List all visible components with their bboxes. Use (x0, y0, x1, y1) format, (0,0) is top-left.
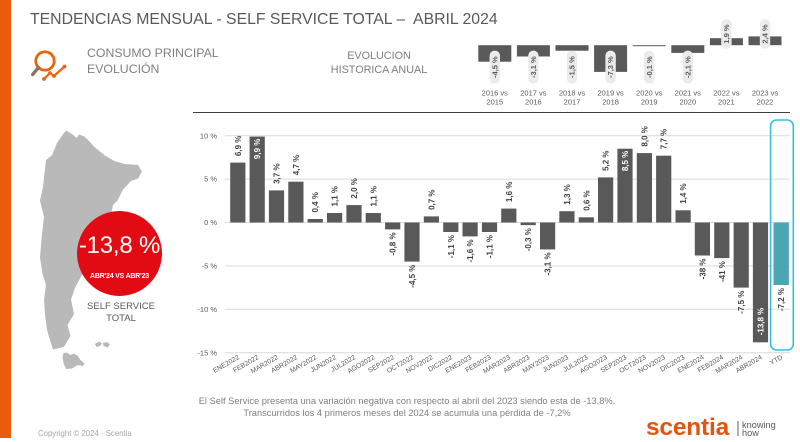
svg-text:-3,1 %: -3,1 % (544, 252, 553, 275)
svg-text:2,0 %: 2,0 % (350, 178, 359, 198)
svg-text:1,9 %: 1,9 % (722, 24, 731, 44)
svg-text:-13,8 %: -13,8 % (757, 308, 766, 336)
svg-text:-0,1 %: -0,1 % (645, 56, 654, 78)
svg-text:-0,8 %: -0,8 % (389, 232, 398, 255)
svg-text:2022: 2022 (757, 98, 774, 107)
svg-text:-7,3 %: -7,3 % (606, 56, 615, 78)
svg-text:-4,5 %: -4,5 % (408, 265, 417, 288)
svg-text:2023 vs: 2023 vs (752, 89, 779, 98)
svg-text:2020 vs: 2020 vs (636, 89, 663, 98)
svg-text:-1,1 %: -1,1 % (447, 235, 456, 258)
svg-text:4,7 %: 4,7 % (292, 155, 301, 175)
svg-text:-3,1 %: -3,1 % (529, 56, 538, 78)
svg-text:2021 vs: 2021 vs (675, 89, 702, 98)
svg-text:-38 %: -38 % (698, 259, 707, 280)
svg-text:8,5 %: 8,5 % (621, 151, 630, 171)
svg-text:7,7 %: 7,7 % (660, 129, 669, 149)
svg-text:2,4 %: 2,4 % (761, 24, 770, 44)
svg-text:-1,5 %: -1,5 % (568, 56, 577, 78)
svg-text:-7,5 %: -7,5 % (737, 291, 746, 314)
svg-text:-41 %: -41 % (718, 261, 727, 282)
svg-text:2021: 2021 (718, 98, 735, 107)
svg-text:10 %: 10 % (200, 131, 217, 140)
svg-text:-15 %: -15 % (197, 348, 217, 357)
svg-text:2017: 2017 (564, 98, 581, 107)
svg-text:9,9 %: 9,9 % (253, 139, 262, 159)
svg-text:1,4 %: 1,4 % (679, 183, 688, 203)
svg-text:1,6 %: 1,6 % (505, 182, 514, 202)
svg-text:1,3 %: 1,3 % (563, 184, 572, 204)
svg-text:2015: 2015 (486, 98, 503, 107)
svg-text:-5 %: -5 % (202, 262, 218, 271)
svg-text:2022 vs: 2022 vs (713, 89, 740, 98)
svg-text:0,4 %: 0,4 % (311, 192, 320, 212)
svg-text:5 %: 5 % (204, 175, 217, 184)
svg-text:5,2 %: 5,2 % (602, 150, 611, 170)
svg-text:2016: 2016 (525, 98, 542, 107)
svg-text:2018 vs: 2018 vs (559, 89, 586, 98)
svg-text:3,7 %: 3,7 % (273, 163, 282, 183)
svg-text:1,1 %: 1,1 % (369, 186, 378, 206)
svg-text:-1,1 %: -1,1 % (486, 235, 495, 258)
svg-text:-1,6 %: -1,6 % (466, 239, 475, 262)
svg-text:2019: 2019 (641, 98, 658, 107)
svg-text:-0,3 %: -0,3 % (524, 228, 533, 251)
svg-text:2019 vs: 2019 vs (597, 89, 624, 98)
svg-text:2018: 2018 (602, 98, 619, 107)
svg-text:0,7 %: 0,7 % (427, 189, 436, 209)
svg-text:-10 %: -10 % (197, 305, 217, 314)
svg-text:0 %: 0 % (204, 218, 217, 227)
svg-text:2016 vs: 2016 vs (482, 89, 509, 98)
svg-text:YTD: YTD (769, 354, 784, 367)
svg-text:-2,1 %: -2,1 % (683, 56, 692, 78)
svg-text:6,9 %: 6,9 % (234, 136, 243, 156)
svg-text:8,0 %: 8,0 % (640, 126, 649, 146)
svg-text:1,1 %: 1,1 % (331, 186, 340, 206)
svg-text:2020: 2020 (679, 98, 696, 107)
svg-text:-4,5 %: -4,5 % (490, 56, 499, 78)
svg-text:2017 vs: 2017 vs (520, 89, 547, 98)
svg-text:0,6 %: 0,6 % (582, 190, 591, 210)
svg-text:-7,2 %: -7,2 % (777, 288, 786, 311)
